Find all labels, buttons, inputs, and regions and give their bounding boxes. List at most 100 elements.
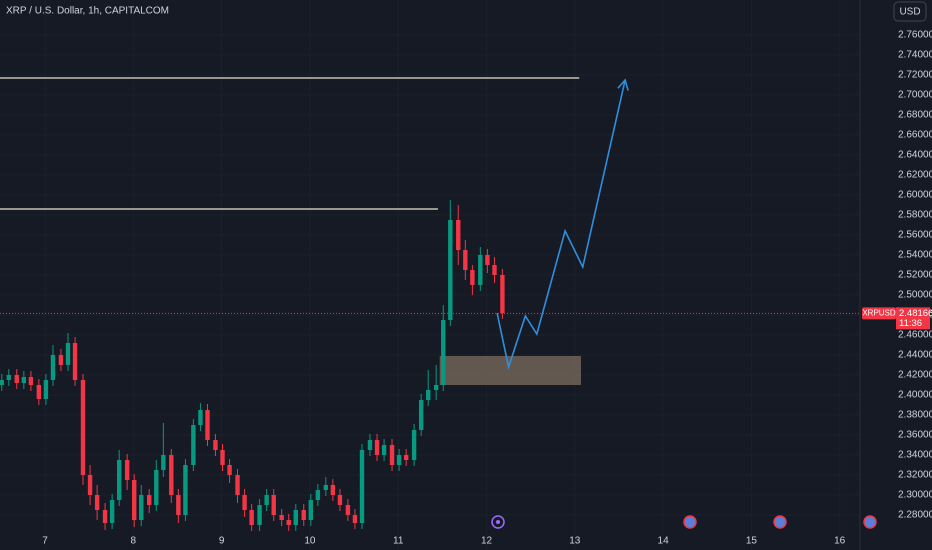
candle-body [191,425,196,465]
candle-body [485,255,490,265]
candle-body [500,275,505,313]
y-tick-label: 2.70000 [898,90,932,101]
x-tick-label: 10 [304,536,316,547]
candle-body [72,343,78,380]
candle-body [308,500,314,520]
candle-body [109,500,115,523]
plot [0,77,860,531]
candle-body [124,460,130,480]
x-tick-label: 9 [219,536,225,547]
candle-body [426,390,431,400]
symbol-badge [862,307,896,320]
candle-body [323,485,329,490]
event-icons [491,515,877,529]
candle-body [381,445,387,455]
candle-body [418,400,424,430]
x-tick-label: 16 [834,536,846,547]
y-tick-label: 2.62000 [898,170,932,181]
candle-body [264,495,269,505]
y-tick-label: 2.30000 [898,490,932,501]
candle-body [478,255,483,285]
price-label: 2.48166 [899,308,932,319]
y-tick-label: 2.64000 [898,150,932,161]
price-badge [896,307,930,330]
y-tick-label: 2.68000 [898,110,932,121]
y-tick-label: 2.58000 [898,210,932,221]
candle-body [492,265,497,275]
candle-body [0,380,4,385]
candle-body [6,375,12,380]
candle-body [36,385,42,399]
y-tick-label: 2.46000 [898,330,932,341]
candle-body [161,455,166,470]
candle-body [205,410,210,440]
flag-icon[interactable] [863,515,877,529]
y-tick-label: 2.34000 [898,450,932,461]
flag-icon[interactable] [683,515,697,529]
x-tick-label: 11 [393,536,404,547]
candle-body [87,475,93,495]
candle-body [50,355,56,380]
candle-body [242,495,247,510]
candle-body [367,440,373,450]
candle-body [213,440,218,450]
projection-arrowhead [617,78,629,91]
y-tick-label: 2.50000 [898,290,932,301]
y-tick-label: 2.66000 [898,130,932,141]
y-tick-label: 2.54000 [898,250,932,261]
candle-body [403,455,409,460]
currency-label[interactable]: USD [899,7,920,18]
candle-body [389,445,395,465]
candle-body [227,465,232,475]
candle-body [28,377,34,385]
candle-body [80,380,86,475]
x-tick-label: 12 [481,536,493,547]
candle-body [433,385,439,390]
x-tick-label: 15 [746,536,758,547]
symbol-label: XRPUSD [862,308,896,317]
y-tick-label: 2.40000 [898,390,932,401]
x-tick-label: 8 [131,536,137,547]
x-tick-label: 14 [658,536,670,547]
y-tick-label: 2.60000 [898,190,932,201]
candle-body [456,220,461,250]
event-icon[interactable] [491,515,505,529]
y-tick-label: 2.44000 [898,350,932,361]
y-tick-label: 2.52000 [898,270,932,281]
candle-body [396,455,402,465]
candle-body [21,377,27,383]
y-tick-label: 2.28000 [898,510,932,521]
candle-body [154,470,159,505]
y-tick-label: 2.32000 [898,470,932,481]
candle-body [470,270,475,285]
grid [0,0,860,550]
y-tick-label: 2.36000 [898,430,932,441]
candle-body [235,475,240,495]
candle-body [257,505,262,525]
candle-body [116,460,122,500]
currency-button[interactable] [893,1,927,22]
candle-body [345,505,351,515]
y-tick-label: 2.74000 [898,50,932,61]
candle-body [43,380,49,399]
candle-body [139,495,144,520]
candle-body [374,440,380,455]
candle-body [198,410,203,425]
countdown-label: 11:36 [899,318,922,329]
flag-icon[interactable] [773,515,787,529]
candle-body [220,450,225,465]
y-tick-label: 2.56000 [898,230,932,241]
chart-title: XRP / U.S. Dollar, 1h, CAPITALCOM [6,6,169,17]
candle-body [65,343,71,365]
candle-body [94,495,100,510]
candle-body [169,455,174,495]
candle-body [330,485,336,495]
candle-body [301,510,306,520]
candle-body [315,490,321,500]
candle-body [352,515,358,523]
x-tick-label: 13 [569,536,581,547]
y-tick-label: 2.38000 [898,410,932,421]
candle-body [286,520,291,525]
